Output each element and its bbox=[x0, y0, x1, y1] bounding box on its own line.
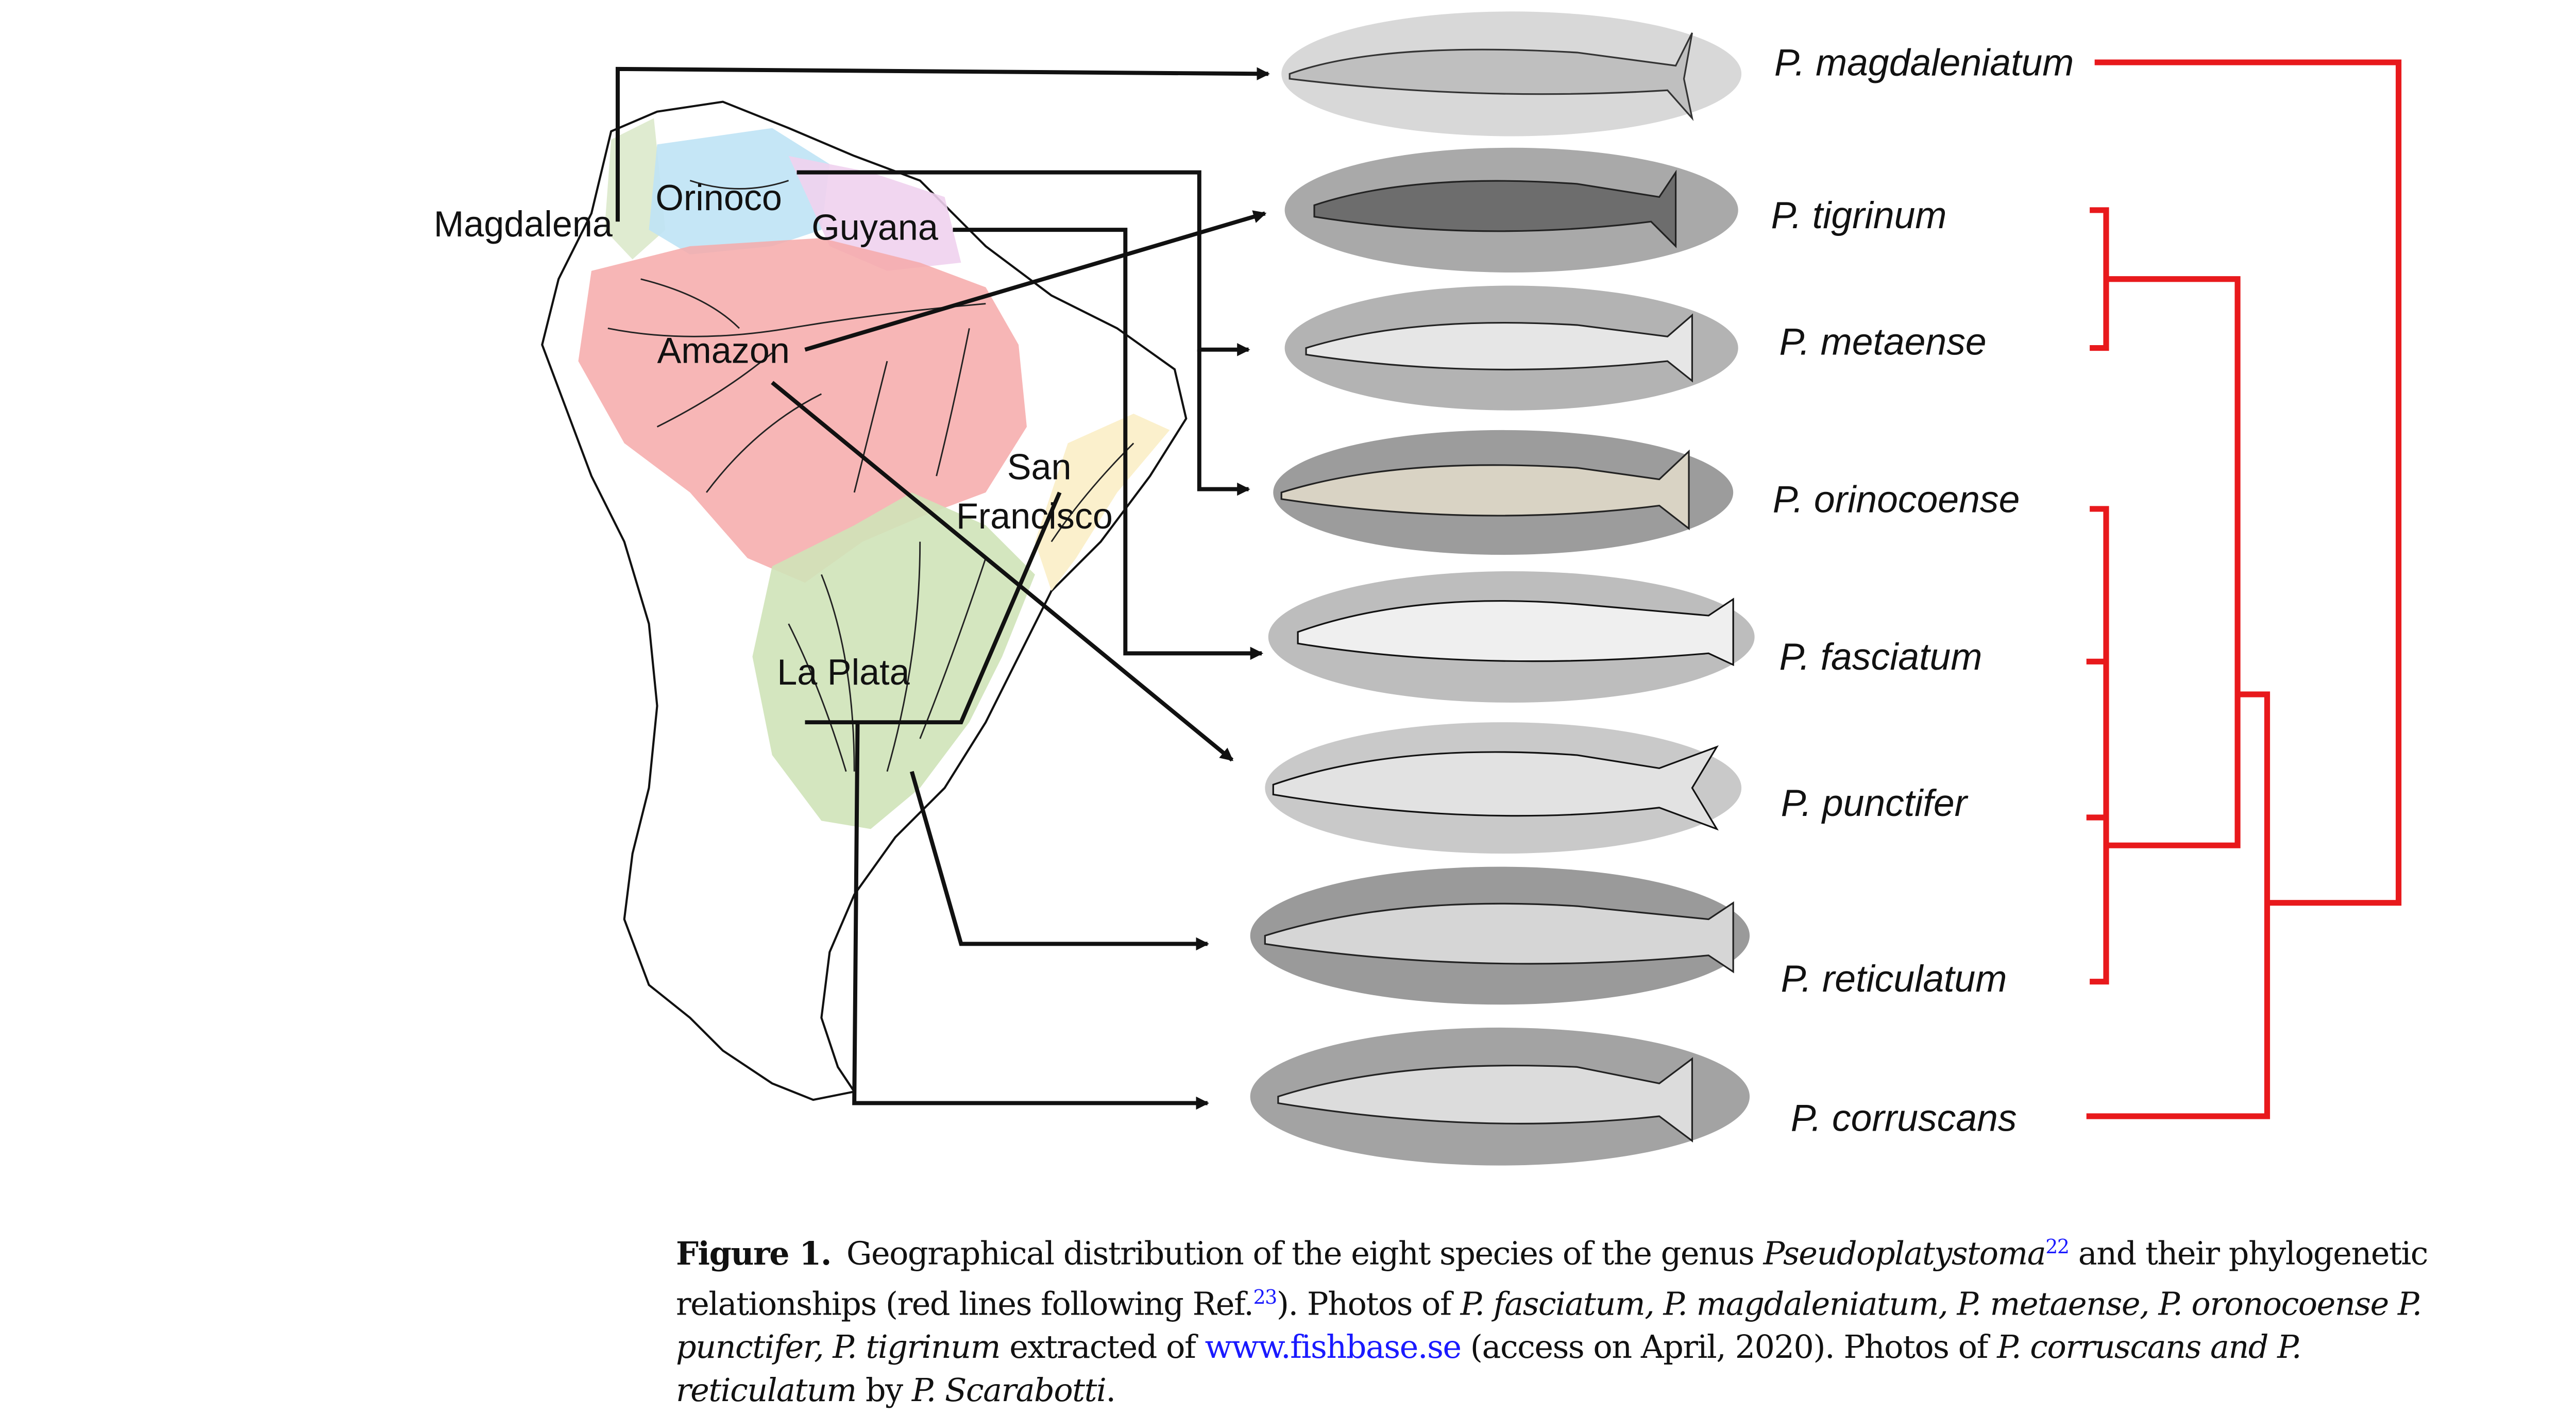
species-label: P. tigrinum bbox=[1771, 194, 1947, 236]
fish-photos bbox=[1250, 11, 1755, 1166]
arrow-amazon-tigrinum bbox=[804, 210, 1267, 352]
reference-link[interactable]: 22 bbox=[2045, 1235, 2070, 1258]
fish-photo-corruscans bbox=[1250, 1027, 1750, 1166]
fish-photo-tigrinum bbox=[1284, 147, 1738, 273]
region-label-amazon: Amazon bbox=[657, 330, 790, 370]
species-label: P. metaense bbox=[1779, 320, 1986, 363]
region-label-la-plata: La Plata bbox=[777, 652, 909, 692]
figure-caption: Figure 1. Geographical distribution of th… bbox=[676, 1225, 2438, 1412]
caption-text: (access on April, 2020). Photos of bbox=[1461, 1328, 1997, 1366]
caption-species: P. corruscans and P. reticulatum bbox=[676, 1328, 2302, 1409]
caption-text: by bbox=[856, 1371, 912, 1409]
caption-author: P. Scarabotti bbox=[911, 1371, 1107, 1409]
caption-species: P. fasciatum, P. magdaleniatum, P. metae… bbox=[676, 1285, 2422, 1366]
region-label-magdalena: Magdalena bbox=[434, 204, 613, 244]
species-label: P. magdaleniatum bbox=[1774, 42, 2074, 84]
arrow-orinoco-orinocoense bbox=[1197, 349, 1250, 496]
region-label-orinoco: Orinoco bbox=[655, 178, 782, 218]
caption-label: Figure 1. bbox=[676, 1234, 832, 1272]
species-label: P. corruscans bbox=[1791, 1097, 2017, 1139]
fish-photo-reticulatum bbox=[1250, 866, 1750, 1005]
fishbase-link[interactable]: www.fishbase.se bbox=[1205, 1328, 1462, 1366]
region-label-san: San bbox=[1007, 447, 1072, 487]
rivers bbox=[607, 180, 1134, 772]
caption-genus: Pseudoplatystoma bbox=[1763, 1234, 2046, 1272]
arrow-la-plata-reticulatum bbox=[909, 771, 1209, 951]
fish-photo-magdaleniatum bbox=[1281, 11, 1742, 137]
caption-text: extracted of bbox=[1000, 1328, 1205, 1366]
arrow-amazon-punctifer bbox=[771, 381, 1234, 762]
species-label: P. punctifer bbox=[1781, 782, 1969, 824]
fish-photo-metaense bbox=[1284, 285, 1738, 411]
region-label-francisco: Francisco bbox=[956, 496, 1113, 536]
arrow-guyana bbox=[953, 228, 1264, 660]
species-labels: P. magdaleniatum P. tigrinum P. metaense… bbox=[1771, 42, 2074, 1139]
arrow-magdalena bbox=[615, 66, 1270, 222]
species-label: P. fasciatum bbox=[1779, 636, 1982, 678]
region-san-francisco bbox=[1035, 414, 1170, 591]
species-label: P. reticulatum bbox=[1781, 958, 2007, 1000]
arrow-orinoco-metaense bbox=[796, 170, 1250, 356]
region-label-guyana: Guyana bbox=[811, 207, 938, 247]
region-orinoco bbox=[649, 128, 830, 254]
distribution-arrows bbox=[615, 66, 1270, 1110]
fish-photo-orinocoense bbox=[1273, 430, 1734, 555]
caption-text: and their phylogenetic relationships (re… bbox=[676, 1234, 2429, 1323]
fish-photo-fasciatum bbox=[1268, 571, 1755, 703]
fish-photo-punctifer bbox=[1265, 722, 1742, 854]
reference-link[interactable]: 23 bbox=[1253, 1285, 1277, 1308]
caption-text: Geographical distribution of the eight s… bbox=[846, 1234, 1764, 1272]
caption-text: ). Photos of bbox=[1276, 1285, 1461, 1323]
south-america-map: Magdalena Orinoco Guyana Amazon San Fran… bbox=[434, 100, 1188, 1101]
caption-text: . bbox=[1106, 1371, 1116, 1409]
species-label: P. orinocoense bbox=[1773, 478, 2020, 520]
region-la-plata bbox=[752, 492, 1035, 829]
arrow-la-plata-corruscans bbox=[852, 722, 1209, 1110]
phylogenetic-tree bbox=[2086, 59, 2402, 1119]
